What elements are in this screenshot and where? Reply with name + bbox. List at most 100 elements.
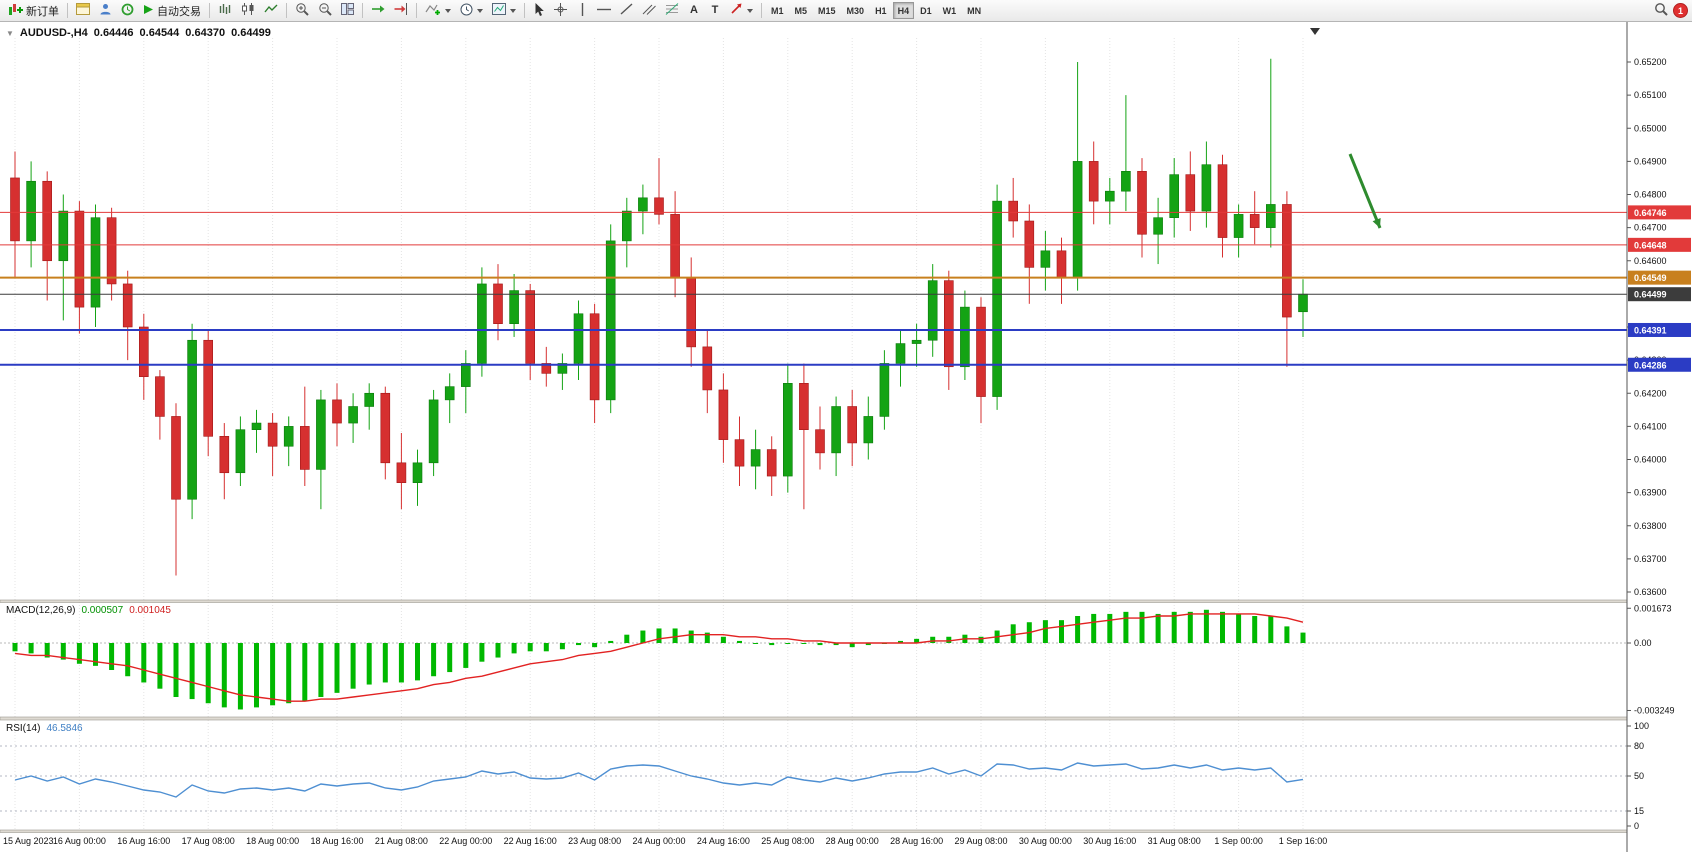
chart-shift-marker[interactable] bbox=[1310, 28, 1320, 35]
macd-bar bbox=[463, 643, 469, 668]
price-badge bbox=[1628, 237, 1691, 252]
search-button[interactable] bbox=[1650, 1, 1672, 20]
macd-bar bbox=[817, 643, 823, 646]
macd-bar bbox=[914, 638, 920, 643]
clock-icon bbox=[460, 3, 473, 19]
text-tool-button[interactable]: A bbox=[684, 1, 704, 20]
tile-windows-button[interactable] bbox=[337, 1, 358, 20]
search-icon bbox=[1654, 2, 1668, 19]
timeframe-m1[interactable]: M1 bbox=[766, 2, 789, 19]
bullish-candle bbox=[251, 422, 262, 430]
one-click-collapse-icon[interactable]: ▼ bbox=[6, 28, 14, 38]
macd-bar bbox=[318, 643, 324, 698]
price-axis-label: 0.63600 bbox=[1634, 587, 1667, 597]
macd-bar bbox=[173, 643, 179, 698]
macd-bar bbox=[398, 643, 404, 683]
bearish-candle bbox=[299, 426, 310, 470]
trendline-icon bbox=[620, 3, 633, 18]
time-axis-label: 31 Aug 08:00 bbox=[1148, 836, 1201, 846]
bearish-candle bbox=[1137, 171, 1147, 235]
price-badge-label: 0.64746 bbox=[1634, 208, 1667, 218]
price-axis-label: 0.63900 bbox=[1634, 488, 1667, 498]
timeframe-m5[interactable]: M5 bbox=[790, 2, 813, 19]
line-chart-button[interactable] bbox=[260, 1, 282, 20]
periods-button[interactable] bbox=[456, 1, 487, 20]
channel-tool-button[interactable] bbox=[638, 1, 660, 20]
price-axis-label: 0.64200 bbox=[1634, 388, 1667, 398]
bearish-candle bbox=[267, 422, 278, 447]
macd-bar bbox=[704, 632, 710, 643]
chart-shift-button[interactable] bbox=[390, 1, 412, 20]
rsi-indicator-label: RSI(14) 46.5846 bbox=[6, 723, 83, 734]
new-chart-button[interactable] bbox=[72, 1, 94, 20]
bearish-candle bbox=[686, 277, 697, 348]
new-chart-icon bbox=[76, 3, 90, 18]
price-badge-label: 0.64391 bbox=[1634, 325, 1667, 335]
profiles-button[interactable] bbox=[95, 1, 116, 20]
timeframe-mn[interactable]: MN bbox=[962, 2, 986, 19]
time-axis-label: 15 Aug 2023 bbox=[3, 836, 54, 846]
timeframe-h4[interactable]: H4 bbox=[892, 2, 915, 19]
macd-bar bbox=[109, 643, 115, 671]
trendline-tool-button[interactable] bbox=[616, 1, 637, 20]
refresh-button[interactable] bbox=[117, 1, 138, 20]
notification-badge[interactable]: 1 bbox=[1673, 3, 1688, 18]
cursor-button[interactable] bbox=[529, 1, 549, 20]
macd-main-value: 0.000507 bbox=[81, 605, 124, 616]
time-axis-label: 21 Aug 08:00 bbox=[375, 836, 428, 846]
label-tool-button[interactable]: T bbox=[705, 1, 725, 20]
bullish-candle bbox=[782, 383, 793, 477]
bearish-candle bbox=[1249, 214, 1260, 228]
bullish-candle bbox=[1298, 293, 1308, 313]
timeframe-m30[interactable]: M30 bbox=[842, 2, 870, 19]
time-axis-label: 23 Aug 08:00 bbox=[568, 836, 621, 846]
rsi-value: 46.5846 bbox=[46, 723, 83, 734]
bullish-candle bbox=[460, 363, 471, 387]
macd-bar bbox=[946, 636, 952, 643]
vertical-line-tool-button[interactable] bbox=[572, 1, 592, 20]
timeframe-group: M1 M5 M15 M30 H1 H4 D1 W1 MN bbox=[766, 2, 986, 19]
price-badge bbox=[1628, 205, 1691, 220]
horizontal-line-tool-button[interactable] bbox=[593, 1, 615, 20]
templates-button[interactable] bbox=[488, 1, 520, 20]
macd-bar bbox=[479, 643, 485, 662]
indicators-button[interactable] bbox=[421, 1, 455, 20]
template-icon bbox=[492, 3, 506, 18]
autotrading-label: 自动交易 bbox=[157, 5, 201, 18]
timeframe-m15[interactable]: M15 bbox=[813, 2, 841, 19]
crosshair-button[interactable] bbox=[550, 1, 571, 20]
bearish-candle bbox=[1282, 204, 1292, 318]
fibonacci-tool-button[interactable] bbox=[661, 1, 683, 20]
macd-bar bbox=[833, 643, 839, 646]
timeframe-h1[interactable]: H1 bbox=[870, 2, 892, 19]
refresh-icon bbox=[121, 3, 134, 19]
candlestick-chart-button[interactable] bbox=[237, 1, 259, 20]
time-axis-label: 1 Sep 16:00 bbox=[1279, 836, 1328, 846]
zoom-out-button[interactable] bbox=[314, 1, 336, 20]
arrows-tool-button[interactable] bbox=[726, 1, 757, 20]
new-order-button[interactable]: 新订单 bbox=[4, 1, 63, 20]
rsi-axis-label: 80 bbox=[1634, 741, 1644, 751]
auto-scroll-button[interactable] bbox=[367, 1, 389, 20]
panel-splitter[interactable] bbox=[0, 716, 1692, 721]
timeframe-d1[interactable]: D1 bbox=[915, 2, 937, 19]
bearish-candle bbox=[589, 313, 600, 401]
macd-bar bbox=[76, 643, 82, 664]
arrow-annotation[interactable] bbox=[1348, 153, 1382, 229]
bar-chart-button[interactable] bbox=[214, 1, 236, 20]
chart-canvas[interactable]: 0.65200 0.65100 0.65000 0.64900 0.64800 0.647… bbox=[0, 22, 1692, 852]
bearish-candle bbox=[122, 283, 133, 328]
macd-axis-label: 0.001673 bbox=[1634, 603, 1672, 613]
crosshair-icon bbox=[554, 2, 567, 19]
dropdown-caret-icon bbox=[510, 8, 516, 13]
timeframe-w1[interactable]: W1 bbox=[938, 2, 962, 19]
macd-bar bbox=[286, 643, 292, 704]
panel-splitter[interactable] bbox=[0, 599, 1692, 603]
bullish-candle bbox=[1266, 204, 1276, 228]
autotrading-button[interactable]: 自动交易 bbox=[139, 1, 205, 20]
price-axis-label: 0.64800 bbox=[1634, 190, 1667, 200]
panel-splitter[interactable] bbox=[0, 829, 1692, 833]
zoom-in-button[interactable] bbox=[291, 1, 313, 20]
price-axis-label: 0.65200 bbox=[1634, 57, 1667, 67]
bearish-candle bbox=[139, 326, 149, 377]
